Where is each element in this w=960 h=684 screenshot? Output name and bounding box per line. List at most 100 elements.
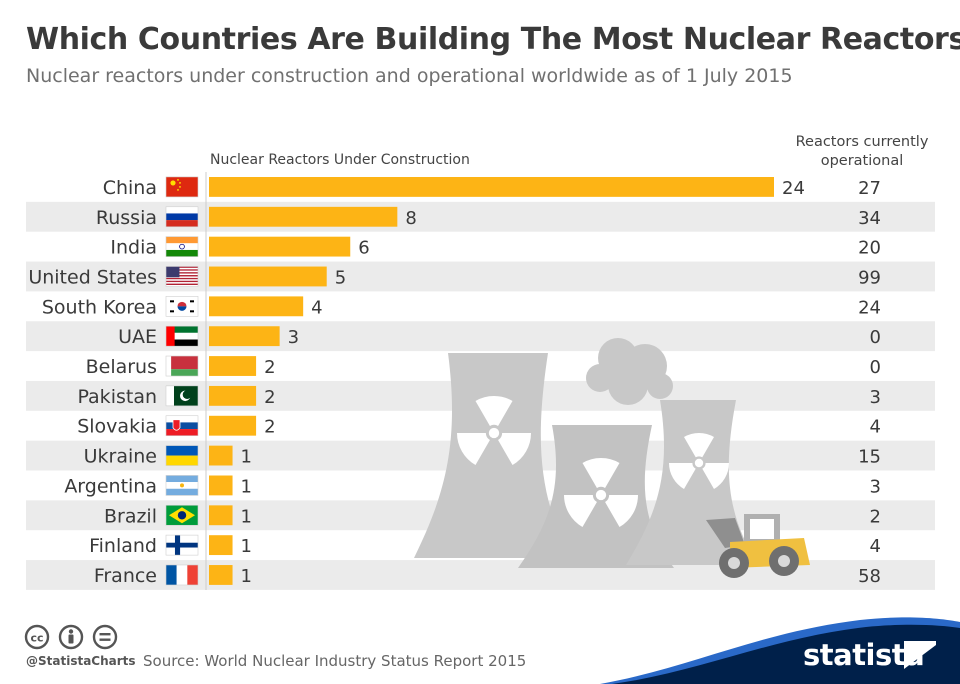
bar-value-label: 1 — [241, 447, 252, 468]
operational-value-label: 58 — [858, 566, 881, 587]
finland-flag-icon — [165, 534, 199, 556]
radiation-symbol — [702, 463, 729, 489]
bar — [209, 505, 233, 526]
operational-value-label: 0 — [870, 357, 881, 378]
chart-title: Which Countries Are Building The Most Nu… — [26, 22, 960, 57]
radiation-symbol — [684, 433, 714, 458]
operational-value-label: 34 — [858, 208, 881, 229]
radiation-symbol — [669, 463, 696, 489]
bar — [209, 385, 257, 406]
operational-value-label: 20 — [858, 238, 881, 259]
row-stripe — [26, 201, 935, 232]
bar — [209, 356, 257, 376]
radiation-symbol — [498, 433, 531, 466]
row-stripe — [26, 261, 935, 292]
country-label: Russia — [96, 207, 157, 229]
country-label: Brazil — [104, 505, 157, 527]
brazil-flag-icon — [165, 504, 199, 526]
bar-value-label: 2 — [264, 357, 275, 378]
france-flag-icon — [165, 564, 199, 586]
bar-value-label: 2 — [264, 417, 275, 438]
attribution-icon — [58, 624, 84, 650]
country-label: Ukraine — [84, 446, 157, 468]
bar — [209, 415, 257, 436]
bar-value-label: 5 — [335, 267, 346, 288]
radiation-symbol — [582, 458, 620, 488]
country-label: Finland — [89, 535, 157, 557]
statista-logo-text: statista — [803, 638, 925, 672]
country-label: UAE — [118, 326, 157, 348]
no-derivatives-icon — [92, 624, 118, 650]
operational-value-label: 4 — [870, 417, 881, 438]
cooling-tower — [518, 425, 674, 568]
country-label: China — [103, 177, 157, 199]
bar — [209, 266, 327, 287]
belarus-flag-icon — [165, 355, 199, 377]
country-label: United States — [28, 266, 157, 288]
country-label: South Korea — [42, 296, 157, 318]
bar — [209, 475, 233, 496]
bar — [209, 177, 774, 197]
bulldozer-icon — [706, 514, 810, 578]
bar — [209, 206, 398, 227]
pakistan-flag-icon — [165, 385, 199, 407]
bar — [209, 236, 351, 257]
country-label: France — [94, 565, 157, 587]
bar — [209, 565, 233, 585]
south-korea-flag-icon — [165, 296, 199, 317]
india-flag-icon — [165, 236, 199, 257]
bar-value-label: 2 — [264, 387, 275, 408]
operational-value-label: 2 — [870, 506, 881, 527]
country-label: Argentina — [64, 475, 157, 497]
country-label: Slovakia — [77, 416, 157, 438]
chart-subtitle: Nuclear reactors under construction and … — [26, 65, 793, 87]
country-label: India — [110, 237, 157, 259]
bar-value-label: 4 — [311, 297, 322, 318]
operational-value-label: 4 — [870, 536, 881, 557]
row-stripe — [26, 321, 935, 352]
radiation-symbol — [564, 495, 597, 528]
cooling-tower — [414, 353, 570, 558]
bar-value-label: 6 — [358, 238, 369, 259]
china-flag-icon — [165, 176, 199, 198]
operational-value-label: 3 — [870, 387, 881, 408]
operational-value-label: 24 — [858, 297, 881, 318]
operational-value-label: 15 — [858, 447, 881, 468]
usa-flag-icon — [165, 266, 199, 287]
bar-value-label: 8 — [405, 208, 416, 229]
source-note: Source: World Nuclear Industry Status Re… — [143, 652, 527, 670]
radiation-symbol — [605, 495, 638, 528]
bar-value-label: 1 — [241, 536, 252, 557]
argentina-flag-icon — [165, 475, 199, 496]
radiation-symbol — [475, 396, 513, 426]
bar — [209, 535, 233, 556]
bar — [209, 445, 233, 466]
license-icons: cc — [24, 624, 118, 650]
operational-value-label: 27 — [858, 178, 881, 199]
operational-value-label: 99 — [858, 267, 881, 288]
operational-value-label: 3 — [870, 476, 881, 497]
operational-column-header: Reactors currently operational — [795, 134, 929, 169]
bar — [209, 296, 304, 317]
russia-flag-icon — [165, 206, 199, 228]
operational-value-label: 0 — [870, 327, 881, 348]
cc-icon: cc — [24, 624, 50, 650]
bar-value-label: 24 — [782, 178, 805, 199]
footer-handle: @StatistaCharts — [26, 654, 136, 668]
country-label: Pakistan — [77, 386, 157, 408]
bar-value-label: 1 — [241, 476, 252, 497]
uae-flag-icon — [165, 325, 199, 347]
smoke-cloud — [586, 338, 673, 405]
bar-value-label: 1 — [241, 566, 252, 587]
bar-value-label: 3 — [288, 327, 299, 348]
bar — [209, 326, 280, 347]
bar-value-label: 1 — [241, 506, 252, 527]
country-label: Belarus — [86, 356, 157, 378]
nuclear-plant-illustration — [414, 338, 810, 578]
ukraine-flag-icon — [165, 445, 199, 466]
bar-column-header: Nuclear Reactors Under Construction — [210, 152, 470, 168]
radiation-symbol — [457, 433, 490, 466]
svg-text:cc: cc — [30, 632, 43, 645]
slovakia-flag-icon — [165, 415, 199, 437]
